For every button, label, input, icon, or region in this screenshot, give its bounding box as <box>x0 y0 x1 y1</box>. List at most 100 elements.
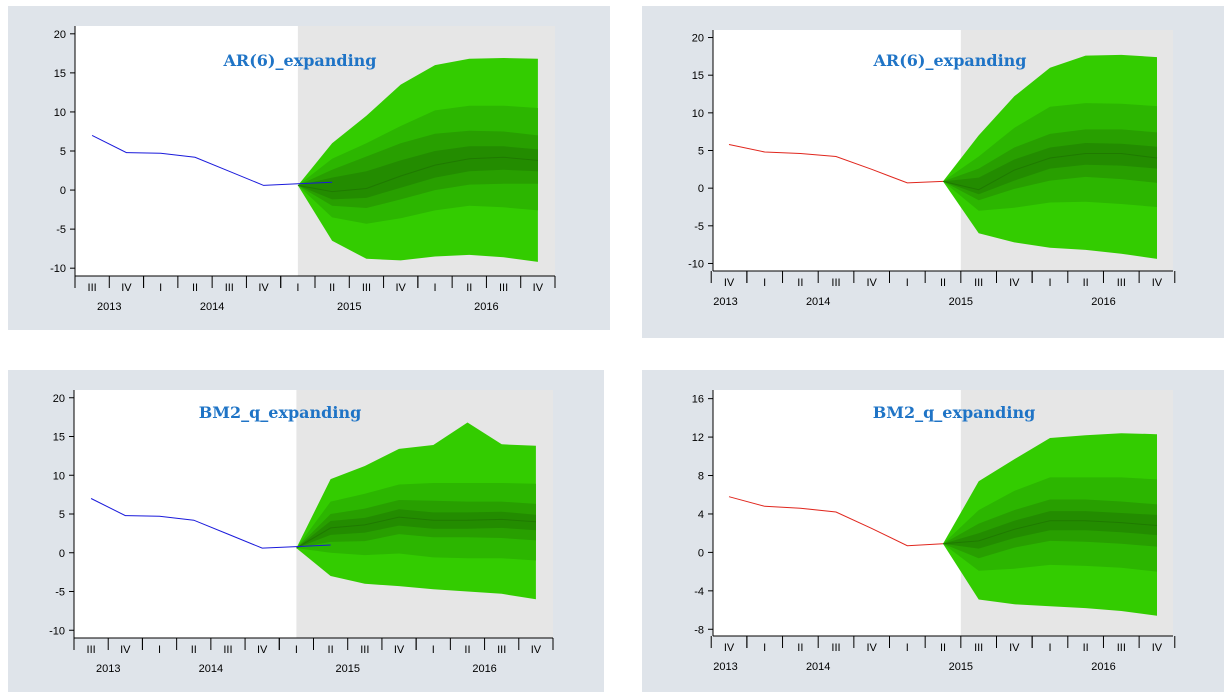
chart1-x-quarter-label: IV <box>258 282 269 294</box>
chart-panel-bm2-left: -10 -5 0 5 10 15 20 III IV I II III IV I II III IV I II III… <box>8 370 604 692</box>
chart3-y-tick-label: -5 <box>55 587 65 599</box>
chart1-y-tick-label: 15 <box>54 68 66 80</box>
chart4-actual-series-line <box>728 496 944 547</box>
chart1-x-year-label: 2014 <box>200 301 224 313</box>
chart2-x-quarter-label: III <box>1117 277 1126 289</box>
chart4-y-tick-label: 12 <box>692 432 704 444</box>
chart2-fan-band-4 <box>943 143 1157 195</box>
chart2-y-tick-label: 5 <box>698 146 704 158</box>
chart3-y-tick-label: 5 <box>59 509 65 521</box>
chart4-y-tick-label: 16 <box>692 394 704 406</box>
chart1-actual-series-line <box>91 134 333 186</box>
chart-panel-bm2-right: -8 -4 0 4 8 12 16 IV I II III IV I II III IV I II III IV 201… <box>642 370 1224 692</box>
chart4-x-quarter-label: IV <box>724 642 735 654</box>
chart3-x-year-label: 2015 <box>335 663 359 675</box>
chart4-x-quarter-label: IV <box>866 642 877 654</box>
chart2-x-year-label: 2015 <box>949 296 973 308</box>
chart2-x-quarter-label: IV <box>1152 277 1163 289</box>
chart1-y-tick-label: -10 <box>50 263 66 275</box>
chart3-x-quarter-label: I <box>295 644 298 656</box>
chart4-chart-title: BM2_q_expanding <box>873 403 1036 422</box>
chart1-x-quarter-label: I <box>296 282 299 294</box>
chart3-x-quarter-label: IV <box>257 644 268 656</box>
chart2-x-quarter-label: IV <box>1009 277 1020 289</box>
chart1-y-tick-label: 10 <box>54 107 66 119</box>
chart3-actual-series-line <box>90 498 331 549</box>
chart4-x-quarter-label: I <box>906 642 909 654</box>
chart4-x-quarter-label: IV <box>1152 642 1163 654</box>
chart2-x-quarter-label: IV <box>866 277 877 289</box>
chart2-x-year-label: 2013 <box>713 296 737 308</box>
chart2-y-tick-label: 15 <box>692 70 704 82</box>
chart3-x-quarter-label: II <box>328 644 334 656</box>
chart2-x-quarter-label: I <box>1048 277 1051 289</box>
chart1-x-quarter-label: I <box>433 282 436 294</box>
chart4-x-quarter-label: II <box>797 642 803 654</box>
chart2-chart-title: AR(6)_expanding <box>873 51 1027 70</box>
chart3-chart-title: BM2_q_expanding <box>199 403 362 422</box>
chart1-x-quarter-label: I <box>159 282 162 294</box>
chart1-chart-title: AR(6)_expanding <box>223 51 377 70</box>
chart4-x-year-label: 2015 <box>949 661 973 673</box>
chart1-x-quarter-label: IV <box>121 282 132 294</box>
chart1-x-quarter-label: III <box>499 282 508 294</box>
chart2-y-tick-label: 20 <box>692 33 704 45</box>
chart3-x-quarter-label: IV <box>531 644 542 656</box>
chart2-y-tick-label: 0 <box>698 183 704 195</box>
chart4-y-tick-label: 8 <box>698 471 704 483</box>
chart2-x-quarter-label: I <box>763 277 766 289</box>
chart2-actual-series-line <box>728 144 944 184</box>
chart4-x-quarter-label: I <box>1048 642 1051 654</box>
chart1-x-quarter-label: IV <box>533 282 544 294</box>
chart1-x-quarter-label: III <box>225 282 234 294</box>
chart2-x-year-label: 2016 <box>1091 296 1115 308</box>
chart4-x-quarter-label: II <box>1083 642 1089 654</box>
chart1-x-quarter-label: II <box>329 282 335 294</box>
chart1-x-quarter-label: III <box>362 282 371 294</box>
chart4-fan-band-4 <box>943 511 1157 549</box>
chart3-x-year-label: 2014 <box>199 663 223 675</box>
chart3-y-tick-label: 0 <box>59 548 65 560</box>
chart2-x-quarter-label: I <box>906 277 909 289</box>
chart4-x-quarter-label: III <box>1117 642 1126 654</box>
chart3-x-quarter-label: II <box>191 644 197 656</box>
chart4-x-quarter-label: II <box>940 642 946 654</box>
chart3-x-quarter-label: II <box>464 644 470 656</box>
chart1-x-year-label: 2015 <box>337 301 361 313</box>
chart2-x-quarter-label: II <box>940 277 946 289</box>
chart3-x-quarter-label: III <box>87 644 96 656</box>
chart3-x-year-label: 2013 <box>96 663 120 675</box>
chart1-y-tick-label: 20 <box>54 29 66 41</box>
chart2-x-quarter-label: IV <box>724 277 735 289</box>
chart2-forecast-median-line <box>942 153 1158 191</box>
chart3-y-tick-label: 15 <box>53 432 65 444</box>
chart2-x-quarter-label: II <box>1083 277 1089 289</box>
chart4-x-year-label: 2013 <box>713 661 737 673</box>
chart4-x-quarter-label: I <box>763 642 766 654</box>
chart3-x-quarter-label: IV <box>120 644 131 656</box>
chart4-x-quarter-label: IV <box>1009 642 1020 654</box>
chart3-y-tick-label: 20 <box>53 393 65 405</box>
chart1-y-tick-label: 5 <box>60 146 66 158</box>
chart-panel-ar6-left: -10 -5 0 5 10 15 20 III IV I II III IV I II III IV I II III… <box>8 6 610 330</box>
chart1-forecast-median-line <box>297 156 538 193</box>
chart-panel-ar6-right: -10 -5 0 5 10 15 20 IV I II III IV I II III IV I II III IV 2… <box>642 6 1224 338</box>
chart1-x-quarter-label: III <box>88 282 97 294</box>
chart3-y-tick-label: -10 <box>49 625 65 637</box>
chart1-x-quarter-label: II <box>466 282 472 294</box>
chart4-y-tick-label: 0 <box>698 547 704 559</box>
chart2-y-tick-label: -5 <box>694 221 704 233</box>
chart1-x-quarter-label: II <box>192 282 198 294</box>
chart3-forecast-median-line <box>296 516 536 549</box>
chart1-y-tick-label: 0 <box>60 185 66 197</box>
chart4-y-tick-label: -8 <box>694 624 704 636</box>
chart2-x-quarter-label: III <box>831 277 840 289</box>
chart1-y-tick-label: -5 <box>56 224 66 236</box>
chart1-x-year-label: 2016 <box>474 301 498 313</box>
chart2-y-tick-label: 10 <box>692 108 704 120</box>
chart4-y-tick-label: 4 <box>698 509 704 521</box>
chart4-forecast-median-line <box>942 520 1158 545</box>
